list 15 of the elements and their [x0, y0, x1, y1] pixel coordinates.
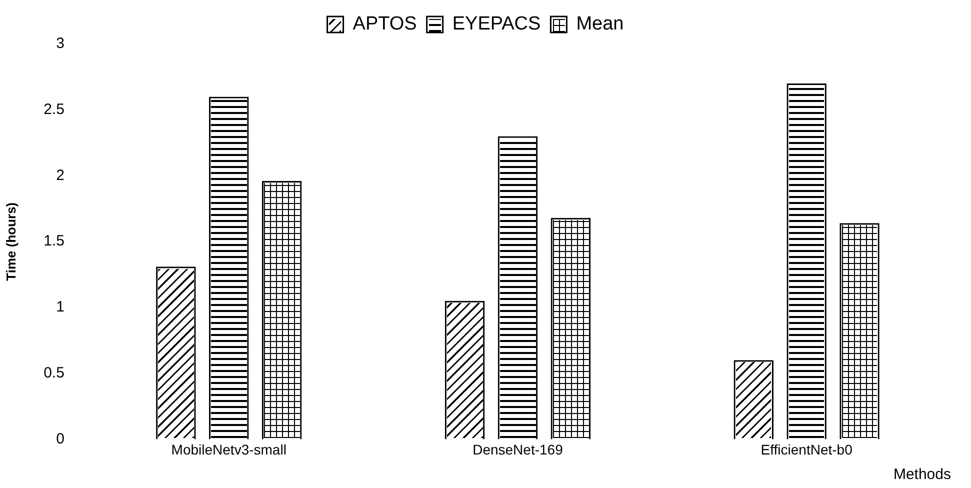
x-axis-title: Methods [893, 466, 951, 484]
y-tick-label: 0 [56, 430, 64, 448]
y-tick-label: 0.5 [44, 364, 64, 382]
x-tick-label: DenseNet-169 [472, 441, 564, 458]
legend-label: Mean [576, 14, 624, 35]
y-tick-label: 2.5 [44, 101, 64, 118]
y-tick-label: 1.5 [44, 232, 64, 250]
x-tick-label: MobileNetv3-small [171, 441, 286, 458]
y-tick-label: 2 [56, 166, 64, 184]
x-tick-label: EfficientNet-b0 [760, 441, 853, 458]
y-tick-label: 3 [56, 35, 64, 52]
legend-label: APTOS [352, 14, 417, 35]
y-axis-title: Time (hours) [3, 202, 18, 281]
y-tick-label: 1 [56, 298, 64, 316]
legend-label: EYEPACS [452, 14, 541, 35]
